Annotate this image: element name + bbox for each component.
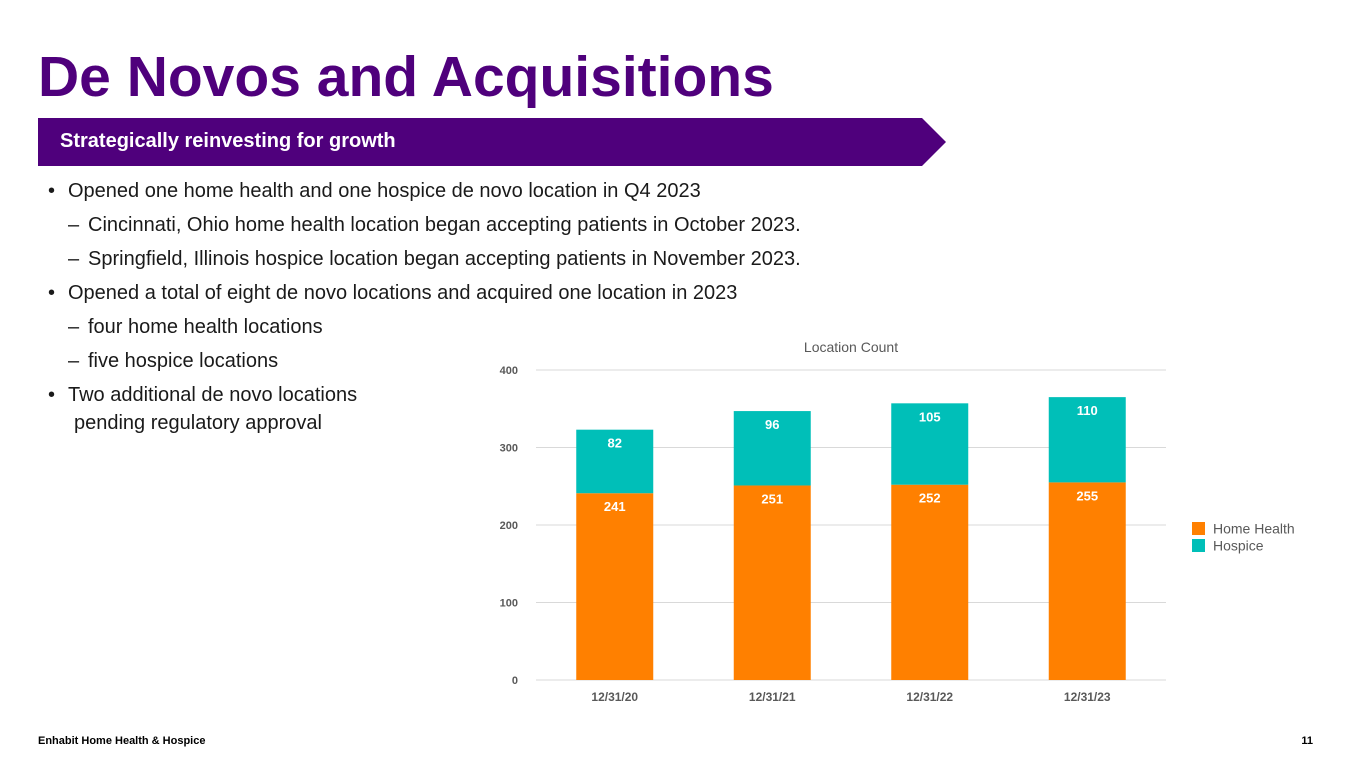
bar-hospice xyxy=(891,403,969,485)
bullet-continuation: pending regulatory approval xyxy=(74,412,322,435)
bar-hospice xyxy=(576,429,654,494)
data-label-home-health: 241 xyxy=(604,499,626,514)
y-tick-label: 0 xyxy=(512,675,518,687)
legend-label-home-health: Home Health xyxy=(1213,521,1295,537)
sub-bullet-item: – five hospice locations xyxy=(68,350,278,373)
bullet-text: Opened one home health and one hospice d… xyxy=(68,180,701,202)
bullet-text: Two additional de novo locations xyxy=(68,384,358,406)
footer-company-name: Enhabit Home Health & Hospice xyxy=(38,735,206,747)
sub-bullet-item: – Cincinnati, Ohio home health location b… xyxy=(68,214,801,237)
bullet-item: • Two additional de novo locations xyxy=(48,384,357,407)
location-count-chart: Location Count 0 100 200 300 400 241 82 12/31/20… xyxy=(500,339,1295,704)
bullet-item: • Opened a total of eight de novo locatio… xyxy=(48,282,737,305)
legend-swatch-home-health xyxy=(1192,522,1205,535)
data-label-hospice: 110 xyxy=(1077,403,1098,418)
y-tick-label: 300 xyxy=(500,443,518,455)
sub-bullet-item: – four home health locations xyxy=(68,316,323,339)
sub-bullet-item: – Springfield, Illinois hospice location … xyxy=(68,248,801,271)
banner-arrow-shape xyxy=(38,118,946,166)
bullet-item: • Opened one home health and one hospice … xyxy=(48,180,701,203)
sub-bullet-text: Cincinnati, Ohio home health location be… xyxy=(88,214,801,236)
y-tick-label: 200 xyxy=(500,520,518,532)
chart-title: Location Count xyxy=(804,339,898,355)
sub-bullet-marker: – xyxy=(68,214,80,236)
x-tick-label: 12/31/20 xyxy=(591,690,638,704)
page-title: De Novos and Acquisitions xyxy=(38,45,774,109)
bar-home-health xyxy=(891,484,969,680)
x-tick-label: 12/31/23 xyxy=(1064,690,1111,704)
x-tick-label: 12/31/22 xyxy=(906,690,953,704)
sub-bullet-marker: – xyxy=(68,316,80,338)
bullet-text: Opened a total of eight de novo location… xyxy=(68,282,738,304)
sub-bullet-text: five hospice locations xyxy=(88,350,279,372)
legend-swatch-hospice xyxy=(1192,539,1205,552)
y-tick-label: 400 xyxy=(500,365,518,377)
subtitle-banner: Strategically reinvesting for growth xyxy=(38,118,946,166)
bullet-continuation-text: pending regulatory approval xyxy=(74,412,322,434)
bar-home-health xyxy=(1048,482,1126,680)
data-label-hospice: 82 xyxy=(608,436,622,451)
bar-hospice xyxy=(1048,397,1126,483)
banner-text: Strategically reinvesting for growth xyxy=(60,130,396,152)
y-tick-label: 100 xyxy=(500,598,518,610)
bullet-marker: • xyxy=(48,180,56,202)
bullet-marker: • xyxy=(48,282,56,304)
bar-home-health xyxy=(576,493,654,680)
data-label-hospice: 105 xyxy=(919,409,941,424)
bar-home-health xyxy=(733,485,811,680)
data-label-home-health: 252 xyxy=(919,491,941,506)
data-label-home-health: 255 xyxy=(1076,488,1098,503)
bar-hospice xyxy=(733,411,811,486)
sub-bullet-marker: – xyxy=(68,350,80,372)
sub-bullet-text: four home health locations xyxy=(88,316,323,338)
data-label-home-health: 251 xyxy=(761,491,783,506)
legend-label-hospice: Hospice xyxy=(1213,538,1264,554)
sub-bullet-text: Springfield, Illinois hospice location b… xyxy=(88,248,801,270)
data-label-hospice: 96 xyxy=(765,417,779,432)
bullet-marker: • xyxy=(48,384,56,406)
sub-bullet-marker: – xyxy=(68,248,80,270)
x-tick-label: 12/31/21 xyxy=(749,690,796,704)
page-number: 11 xyxy=(1301,735,1313,747)
